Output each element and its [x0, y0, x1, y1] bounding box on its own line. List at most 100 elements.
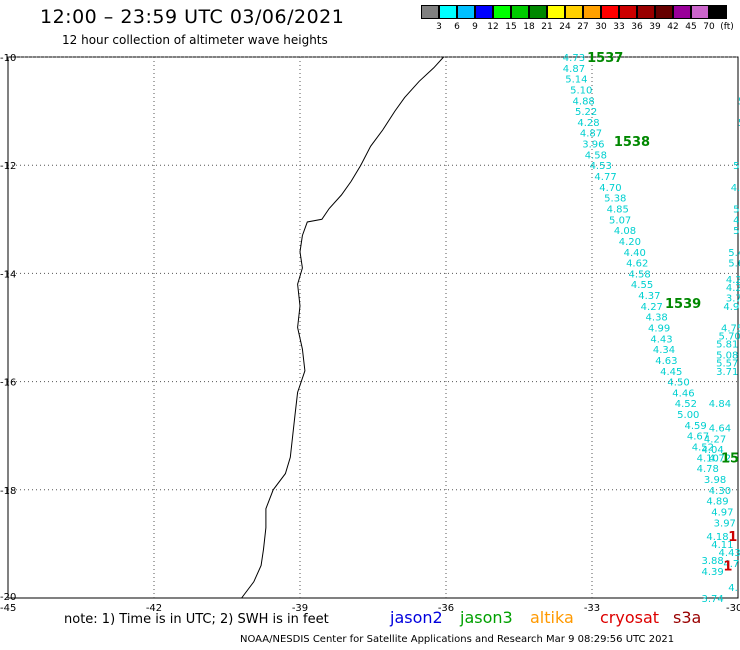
- wave-height-value: 4.: [731, 183, 740, 194]
- wave-height-value: 4.55: [631, 280, 653, 291]
- lat-tick-label: -12: [0, 161, 16, 172]
- wave-height-value: 4.84: [709, 399, 731, 410]
- wave-height-value: 4.43: [719, 548, 740, 559]
- wave-height-value: 4.38: [646, 313, 668, 324]
- wave-height-value: 5.08: [716, 351, 738, 362]
- legend-swatch: [691, 5, 709, 19]
- legend-label: 18: [523, 22, 535, 32]
- page-subtitle: 12 hour collection of altimeter wave hei…: [62, 33, 328, 47]
- legend-swatch: [457, 5, 475, 19]
- page-title: 12:00 – 23:59 UTC 03/06/2021: [40, 6, 345, 28]
- lon-tick-label: -33: [584, 603, 600, 614]
- wave-height-value: 4.20: [619, 237, 641, 248]
- wave-height-value: 3.97: [714, 518, 736, 529]
- legend-swatch: [601, 5, 619, 19]
- legend-swatch: [421, 5, 439, 19]
- pass-number-label: 1537: [587, 51, 623, 66]
- legend-label: 9: [472, 22, 478, 32]
- wave-height-value: 5.3: [733, 204, 740, 215]
- wave-height-value: 4.30: [709, 486, 731, 497]
- wave-height-value: 4.11: [711, 540, 733, 551]
- wave-height-value: 5.57: [716, 359, 738, 370]
- wave-height-value: 3.98: [704, 475, 726, 486]
- legend-label: 27: [577, 22, 589, 32]
- wave-height-value: 4.63: [655, 356, 677, 367]
- wave-height-value: 4.78: [697, 464, 719, 475]
- lon-tick-label: -42: [146, 603, 162, 614]
- legend-label: (ft): [720, 22, 734, 32]
- legend-label: 30: [595, 22, 607, 32]
- wave-height-value: 4.73: [563, 53, 585, 64]
- wave-height-value: 4.45: [660, 367, 682, 378]
- legend-label: 70: [703, 22, 715, 32]
- wave-height-value: 4.08: [614, 226, 636, 237]
- lat-tick-label: -10: [0, 53, 16, 64]
- wave-height-value: 5.81: [716, 340, 738, 351]
- pass-number-label: 1: [723, 560, 732, 575]
- wave-height-value: 5.5: [733, 226, 740, 237]
- legend-swatch: [475, 5, 493, 19]
- legend-swatch: [583, 5, 601, 19]
- wave-height-value: 4.72: [709, 453, 731, 464]
- wave-height-value: 5.07: [609, 215, 631, 226]
- legend-label: 42: [667, 22, 679, 32]
- legend-swatch: [439, 5, 457, 19]
- legend-label: 36: [631, 22, 643, 32]
- legend-swatch: [709, 5, 727, 19]
- pass-number-label: 1538: [614, 135, 650, 150]
- legend-swatch: [511, 5, 529, 19]
- wave-height-value: 4.46: [672, 388, 694, 399]
- lon-tick-label: -45: [0, 603, 16, 614]
- lat-tick-label: -14: [0, 269, 16, 280]
- wave-height-value: 5.70: [719, 332, 740, 343]
- lon-tick-label: -30: [726, 603, 740, 614]
- wave-height-value: 4.40: [624, 248, 646, 259]
- legend-label: 12: [487, 22, 499, 32]
- legend-label: 3: [436, 22, 442, 32]
- wave-height-value: 5: [738, 118, 740, 129]
- wave-height-value: 4.18: [706, 532, 728, 543]
- wave-height-value: 4.99: [723, 302, 740, 313]
- wave-height-value: 3.73: [726, 294, 740, 305]
- wave-height-value: 4.34: [653, 345, 675, 356]
- satellite-cryosat: cryosat: [600, 608, 660, 627]
- wave-height-value: 4.97: [711, 507, 733, 518]
- legend-swatch: [493, 5, 511, 19]
- legend-label: 39: [649, 22, 661, 32]
- wave-height-value: 4.39: [702, 567, 724, 578]
- wave-height-value: 4.43: [650, 334, 672, 345]
- wave-height-value: 5.00: [677, 410, 699, 421]
- legend-label: 6: [454, 22, 460, 32]
- wave-height-value: 4.85: [607, 204, 629, 215]
- legend-swatch: [655, 5, 673, 19]
- wave-height-value: 5.: [733, 161, 740, 172]
- wave-height-value: 4.37: [638, 291, 660, 302]
- wave-height-value: 4.88: [573, 96, 595, 107]
- wave-height-value: 4.: [728, 583, 738, 594]
- legend-swatch: [673, 5, 691, 19]
- wave-height-value: 4.29: [726, 275, 740, 286]
- wave-height-value: 5.6: [728, 259, 740, 270]
- wave-height-value: 5.22: [575, 107, 597, 118]
- wave-height-value: 4.59: [684, 421, 706, 432]
- wave-height-value: 4.27: [641, 302, 663, 313]
- satellite-s3a: s3a: [673, 608, 702, 627]
- legend-swatch: [619, 5, 637, 19]
- wave-height-value: 4.9: [733, 215, 740, 226]
- footnote: note: 1) Time is in UTC; 2) SWH is in fe…: [64, 612, 329, 627]
- legend-swatch: [547, 5, 565, 19]
- wave-height-value: 4.28: [577, 118, 599, 129]
- wave-height-value: 4.87: [563, 64, 585, 75]
- wave-height-value: 4.64: [709, 424, 731, 435]
- wave-height-value: 4.62: [626, 259, 648, 270]
- satellite-altika: altika: [530, 608, 574, 627]
- wave-height-value: 5.: [738, 96, 740, 107]
- coastline: [241, 56, 444, 599]
- legend-label: 33: [613, 22, 625, 32]
- wave-height-value: 5.10: [570, 85, 592, 96]
- satellite-jason3: jason3: [460, 608, 513, 627]
- wave-height-value: 4.52: [675, 399, 697, 410]
- wave-height-value: 4.87: [580, 129, 602, 140]
- wave-height-value: 4.75: [721, 324, 740, 335]
